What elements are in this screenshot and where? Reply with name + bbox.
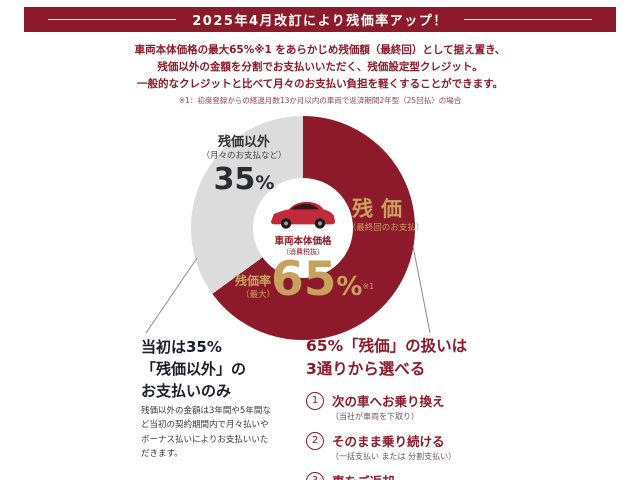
residual-rate-sublabel: （最大） [241, 290, 276, 300]
residual-rate-unit: % [336, 272, 363, 302]
left-title-line-2: 「残価以外」の [141, 359, 247, 378]
car-icon [271, 201, 335, 229]
option-1-number-icon: 1 [306, 391, 324, 410]
pie-center-title: 車両本体価格 [274, 236, 332, 247]
right-title-line-2: 3通りから選べる [306, 360, 426, 379]
slice-other-sublabel: （月々のお支払など） [201, 151, 287, 161]
option-item-3: 3 車をご返却 （当社に車両を返却して、お支払い完了） [306, 471, 482, 480]
slice-residual-sublabel: （最終回のお支払） [347, 223, 425, 233]
intro-line-2: 残価以外の金額を分割でお支払いいただく、残価設定型クレジット。 [157, 60, 483, 73]
residual-rate-value: 65 [271, 252, 337, 307]
intro-line-3: 一般的なクレジットと比べて月々のお支払い負担を軽くすることができます。 [136, 77, 504, 90]
banner-title: 2025年4月改訂により残価率アップ！ [192, 14, 448, 29]
slice-residual-label: 残価 [352, 197, 410, 221]
option-1-sublabel: （当社が車両を下取り） [331, 412, 419, 421]
left-title-line-3: お支払いのみ [141, 381, 232, 400]
option-2-label: そのまま乗り続ける [332, 434, 445, 449]
banner-line-left [48, 19, 177, 20]
slice-other-percent: 35% [196, 162, 292, 197]
slice-other-unit: % [255, 172, 275, 194]
intro-footnote: ※1：初度登録からの経過月数13か月以内の車両で返済期間2年型（25回払）の場合 [178, 96, 462, 106]
left-title-line-1: 当初は35% [141, 338, 222, 356]
left-block-body: 残価以外の金額は3年間や5年間など当初の契約期間内で月々払いやボーナス払いにより… [141, 406, 271, 460]
slice-other-value: 35 [213, 162, 256, 197]
residual-rate-percent: 65%※1 [271, 252, 374, 307]
residual-rate-label: 残価率 [235, 274, 272, 288]
residual-rate-note: ※1 [362, 282, 375, 291]
right-block-title: 65%「残価」の扱いは 3通りから選べる [306, 335, 467, 382]
option-3-label: 車をご返却 [332, 471, 395, 480]
option-2-sublabel: （一括支払い または 分割支払い） [331, 452, 457, 461]
option-1-label: 次の車へお乗り換え [332, 394, 445, 409]
intro-line-1: 車両本体価格の最大65%※1 をあらかじめ残価額（最終回）として据え置き、 [134, 44, 506, 56]
option-item-1: 1 次の車へお乗り換え （当社が車両を下取り） [306, 391, 482, 422]
intro-paragraph: 車両本体価格の最大65%※1 をあらかじめ残価額（最終回）として据え置き、 残価… [0, 42, 640, 107]
left-block-title: 当初は35% 「残価以外」の お支払いのみ [141, 337, 246, 402]
right-title-line-1: 65%「残価」の扱いは [306, 337, 468, 355]
banner-line-right [463, 19, 592, 20]
pie-center-subtitle: （消費税抜） [282, 248, 324, 256]
options-list: 1 次の車へお乗り換え （当社が車両を下取り） 2 そのまま乗り続ける （一括支… [306, 391, 482, 480]
option-item-2: 2 そのまま乗り続ける （一括支払い または 分割支払い） [306, 431, 482, 462]
slice-other-label: 残価以外 [217, 135, 270, 150]
option-3-number-icon: 3 [306, 471, 324, 480]
header-banner: 2025年4月改訂により残価率アップ！ [24, 7, 616, 32]
pie-center-disc: 車両本体価格 （消費税抜） [253, 178, 353, 278]
option-2-number-icon: 2 [306, 431, 324, 450]
